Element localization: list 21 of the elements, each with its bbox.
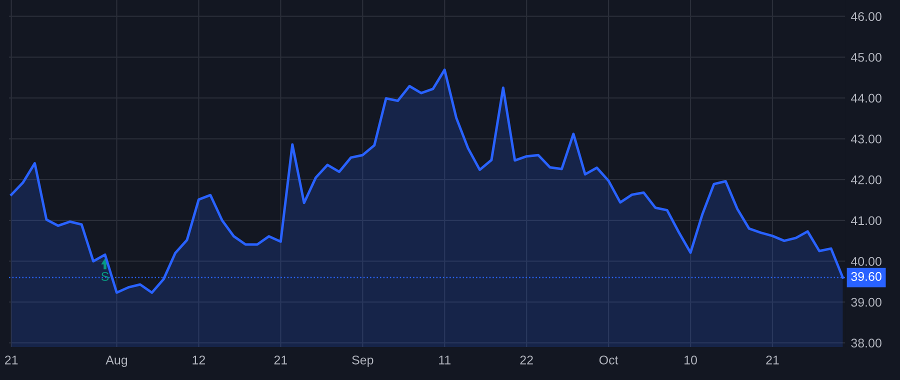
- x-tick-label: 21: [5, 356, 18, 364]
- y-tick-label: 41.00: [850, 216, 882, 226]
- annotation: S: [101, 272, 109, 281]
- y-tick-label: 42.00: [850, 175, 882, 184]
- x-tick-label: 21: [766, 356, 779, 364]
- x-tick-label: Sep: [352, 356, 374, 367]
- y-tick-label: 44.00: [850, 94, 882, 103]
- y-tick-label: 38.00: [851, 338, 882, 348]
- y-tick-label: 46.00: [850, 12, 882, 21]
- ref-line-label: 39.60: [851, 272, 882, 281]
- y-tick-label: 43.00: [850, 134, 882, 144]
- y-tick-label: 39.00: [851, 298, 882, 307]
- x-tick-label: 22: [520, 356, 533, 364]
- x-tick-label: 21: [274, 356, 288, 364]
- x-tick-label: Oct: [599, 356, 618, 364]
- x-tick-label: Aug: [106, 356, 128, 367]
- y-tick-label: 45.00: [850, 52, 882, 62]
- x-tick-label: 10: [684, 356, 697, 364]
- x-tick-label: 12: [192, 356, 206, 364]
- x-tick-label: 11: [439, 356, 450, 364]
- y-tick-label: 40.00: [850, 257, 882, 266]
